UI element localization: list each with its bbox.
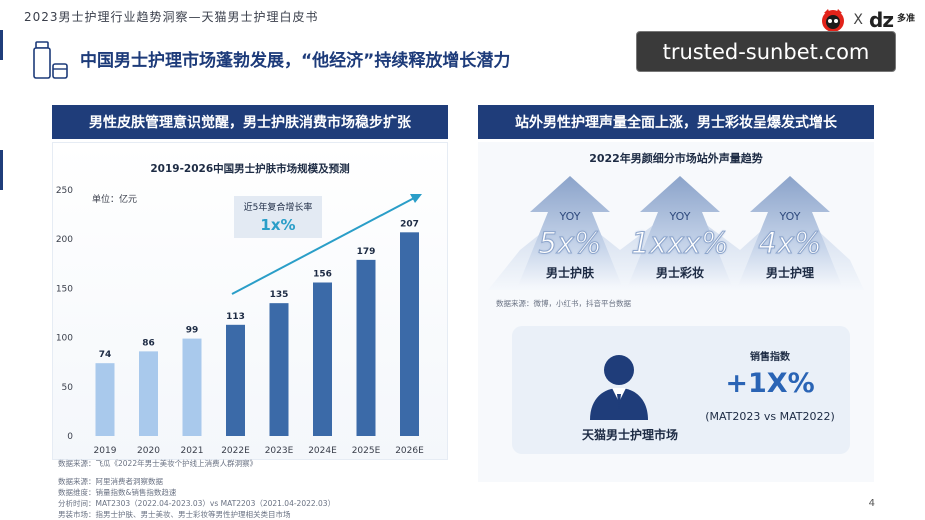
arrow-yoy-label: YOY xyxy=(559,210,581,223)
y-tick-label: 200 xyxy=(56,235,73,245)
x-tick-label: 2025E xyxy=(352,446,381,456)
arrow-category-label: 男士护理 xyxy=(765,266,814,280)
bar-value-label: 99 xyxy=(186,326,199,336)
x-tick-label: 2026E xyxy=(395,446,424,456)
x-tick-label: 2020 xyxy=(137,446,160,456)
chart-title: 2019-2026中国男士护肤市场规模及预测 xyxy=(150,162,349,175)
x-tick-label: 2022E xyxy=(221,446,250,456)
arrow-shape-1 xyxy=(518,176,622,286)
x-tick-label: 2024E xyxy=(308,446,337,456)
arrow-category-label: 男士彩妆 xyxy=(655,266,704,280)
sales-index-growth: +1X% xyxy=(725,368,815,399)
bar-2020 xyxy=(139,351,158,436)
bar-2026E xyxy=(400,232,419,436)
trend-arrow-line xyxy=(231,196,417,295)
y-tick-label: 0 xyxy=(67,432,73,442)
bar-value-label: 179 xyxy=(357,247,376,257)
market-size-panel xyxy=(52,142,448,460)
y-tick-label: 50 xyxy=(62,383,74,393)
x-axis-ticks: 2019 2020 2021 2022E 2023E 2024E 2025E 2026E xyxy=(94,446,425,456)
y-tick-label: 100 xyxy=(56,334,73,344)
sales-index-label: 销售指数 xyxy=(750,352,790,363)
dz-logo-cn: 多准 xyxy=(896,13,915,24)
data-labels: 74 86 99 113 135 156 179 207 xyxy=(99,219,419,360)
arrow-yoy-label: YOY xyxy=(779,210,801,223)
right-source-note: 数据来源：微博，小红书，抖音平台数据 xyxy=(496,299,631,308)
bar-2022E xyxy=(226,324,245,436)
arrow-growth-value: 5x% xyxy=(538,226,602,261)
footnote-line: 数据来源：阿里消费者洞察数据 xyxy=(58,477,163,486)
tmall-market-card xyxy=(512,326,850,454)
arrow-shape-3 xyxy=(738,176,842,286)
y-axis-ticks: 0 50 100 150 200 250 xyxy=(56,186,73,442)
bar-value-label: 74 xyxy=(99,350,112,360)
footnote-line: 数据维度：销量指数&销售指数趋速 xyxy=(58,488,177,497)
bar-2019 xyxy=(95,363,115,436)
x-tick-label: 2019 xyxy=(94,446,117,456)
bar-value-label: 113 xyxy=(226,312,245,322)
arrow-shape-2 xyxy=(628,176,732,286)
bar-2024E xyxy=(313,282,332,436)
comparison-period: (MAT2023 vs MAT2022) xyxy=(705,410,835,423)
footnote-line: 男装市场：指男士护肤、男士美妆、男士彩妆等男性护理相关类目市场 xyxy=(58,510,291,519)
bar-value-label: 207 xyxy=(400,219,419,229)
logo-separator: X xyxy=(853,12,864,28)
arrow-growth-value: 1xxx% xyxy=(631,226,730,261)
bar-2025E xyxy=(356,259,376,436)
tmall-cat-icon xyxy=(822,9,845,32)
bar-2021 xyxy=(182,338,202,436)
x-tick-label: 2021 xyxy=(181,446,204,456)
right-section-banner: 站外男性护理声量全面上涨，男士彩妆呈爆发式增长 xyxy=(478,105,874,139)
tmall-market-name: 天猫男士护理市场 xyxy=(581,428,678,442)
partner-logos: X dz 多准 xyxy=(819,6,915,34)
footnote-line: 分析时间：MAT2303（2022.04-2023.03）vs MAT2203（… xyxy=(58,499,336,508)
bar-value-label: 156 xyxy=(313,269,332,279)
male-person-icon xyxy=(590,355,648,420)
bars xyxy=(95,232,419,436)
bar-2023E xyxy=(269,303,289,436)
bar-value-label: 86 xyxy=(142,338,155,348)
trend-arrow-head xyxy=(410,194,422,203)
cagr-value: 1x% xyxy=(260,216,295,234)
chart-source: 数据来源：飞瓜《2022年男士美妆个护线上消费人群洞察》 xyxy=(58,458,257,468)
bar-value-label: 135 xyxy=(270,290,289,300)
page-headline: 中国男士护理市场蓬勃发展，“他经济”持续释放增长潜力 xyxy=(80,51,511,71)
arrow-growth-value: 4x% xyxy=(758,226,822,261)
report-title: 2023男士护理行业趋势洞察—天猫男士护理白皮书 xyxy=(24,10,319,24)
y-tick-label: 250 xyxy=(56,186,73,196)
voice-trend-title: 2022年男颜细分市场站外声量趋势 xyxy=(589,152,763,165)
left-section-banner: 男性皮肤管理意识觉醒，男士护肤消费市场稳步扩张 xyxy=(52,105,448,139)
dz-logo: dz xyxy=(869,8,894,32)
skincare-bottle-icon xyxy=(33,41,68,79)
page-number: 4 xyxy=(868,498,875,509)
x-tick-label: 2023E xyxy=(265,446,294,456)
left-footnotes: 数据来源：阿里消费者洞察数据 数据维度：销量指数&销售指数趋速 分析时间：MAT… xyxy=(58,476,335,520)
watermark-overlay: trusted-sunbet.com xyxy=(636,31,896,72)
y-tick-label: 150 xyxy=(56,284,73,294)
cagr-box xyxy=(234,196,322,238)
cagr-label: 近5年复合增长率 xyxy=(244,201,313,213)
arrow-yoy-label: YOY xyxy=(669,210,691,223)
left-edge-accent xyxy=(0,0,4,520)
chart-unit-label: 单位：亿元 xyxy=(92,193,137,205)
arrow-category-label: 男士护肤 xyxy=(545,266,594,280)
